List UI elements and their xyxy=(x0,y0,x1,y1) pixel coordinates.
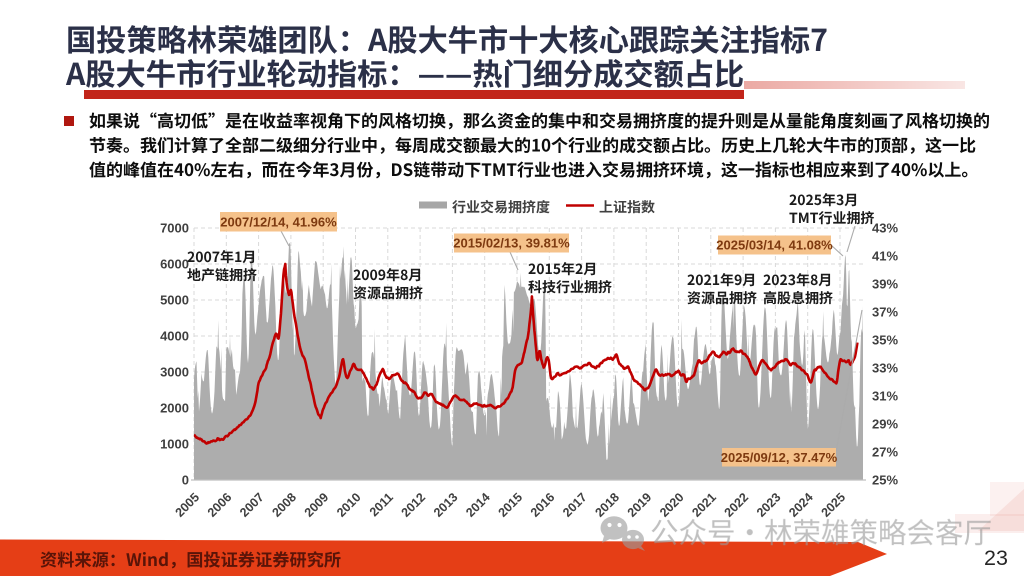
svg-text:0: 0 xyxy=(182,473,189,488)
svg-text:43%: 43% xyxy=(872,221,898,236)
svg-text:4000: 4000 xyxy=(160,329,189,344)
svg-text:2007/12/14, 41.96%: 2007/12/14, 41.96% xyxy=(220,214,337,229)
svg-text:37%: 37% xyxy=(872,305,898,320)
svg-text:2025/09/12, 37.47%: 2025/09/12, 37.47% xyxy=(721,450,838,465)
svg-text:2015/02/13, 39.81%: 2015/02/13, 39.81% xyxy=(453,236,570,251)
svg-text:39%: 39% xyxy=(872,277,898,292)
svg-text:41%: 41% xyxy=(872,249,898,264)
svg-text:2000: 2000 xyxy=(160,401,189,416)
svg-text:29%: 29% xyxy=(872,417,898,432)
svg-text:3000: 3000 xyxy=(160,365,189,380)
svg-text:6000: 6000 xyxy=(160,257,189,272)
svg-text:5000: 5000 xyxy=(160,293,189,308)
svg-text:7000: 7000 xyxy=(160,221,189,236)
svg-text:31%: 31% xyxy=(872,389,898,404)
svg-text:2025/03/14, 41.08%: 2025/03/14, 41.08% xyxy=(716,238,833,253)
svg-text:35%: 35% xyxy=(872,333,898,348)
svg-text:1000: 1000 xyxy=(160,437,189,452)
svg-text:27%: 27% xyxy=(872,445,898,460)
svg-text:23: 23 xyxy=(984,546,1008,570)
svg-text:25%: 25% xyxy=(872,473,898,488)
svg-text:33%: 33% xyxy=(872,361,898,376)
